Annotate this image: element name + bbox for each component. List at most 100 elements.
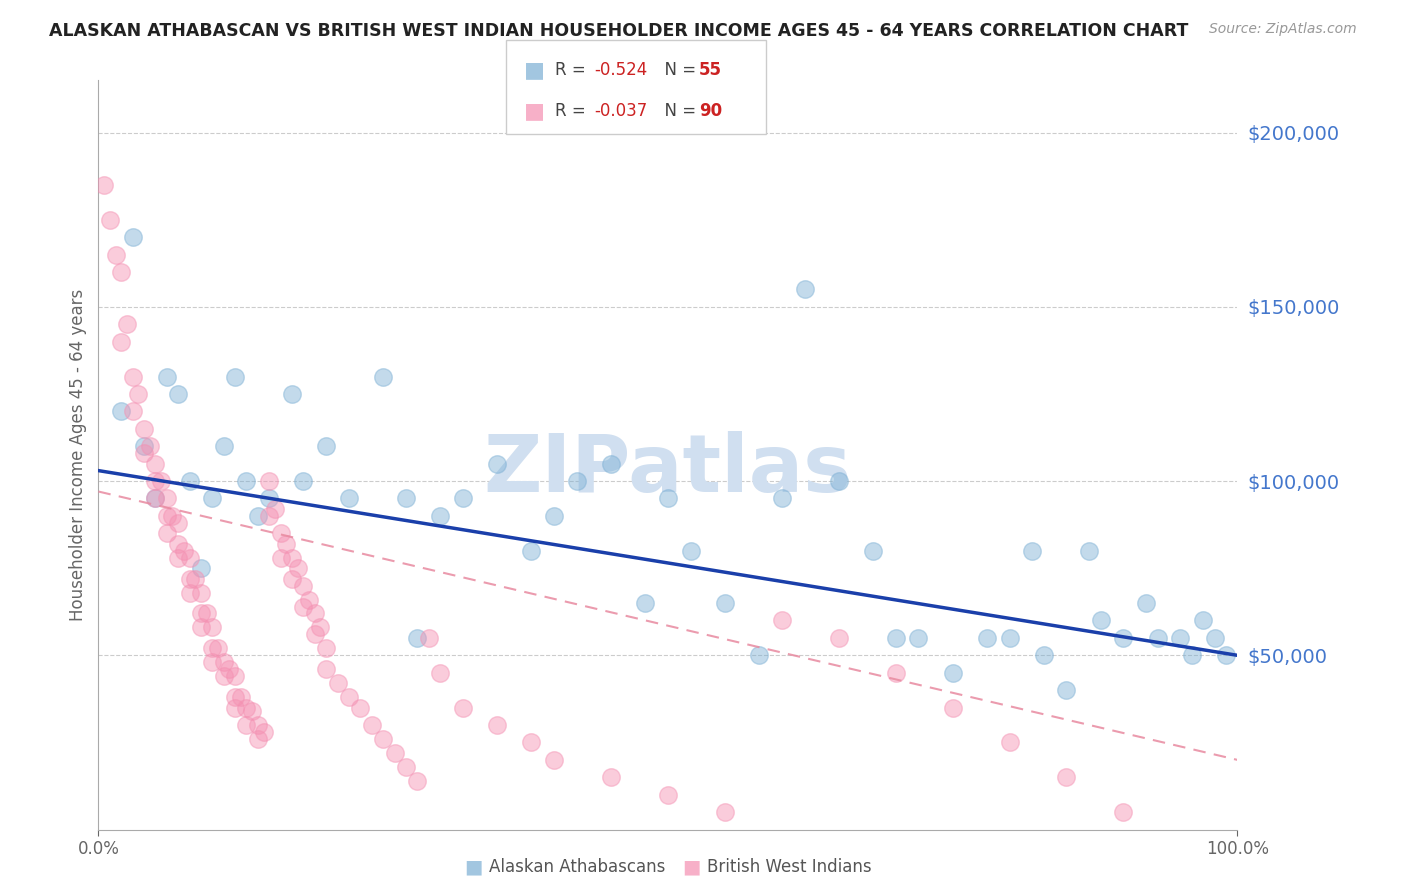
Point <box>1032 648 1054 663</box>
Text: British West Indians: British West Indians <box>707 858 872 876</box>
Point <box>179 474 201 488</box>
Point <box>942 665 965 680</box>
Point <box>240 704 263 718</box>
Point <box>167 387 190 401</box>
Point <box>156 369 179 384</box>
Point <box>110 334 132 349</box>
Point <box>600 770 623 784</box>
Point <box>371 369 394 384</box>
Point <box>1078 543 1101 558</box>
Text: ■: ■ <box>682 857 700 877</box>
Point <box>1112 631 1135 645</box>
Point <box>132 422 155 436</box>
Point <box>337 690 360 705</box>
Point <box>184 572 207 586</box>
Text: Alaskan Athabascans: Alaskan Athabascans <box>489 858 665 876</box>
Point <box>395 491 418 506</box>
Point <box>167 537 190 551</box>
Point <box>173 543 195 558</box>
Point <box>304 607 326 621</box>
Point <box>714 805 737 819</box>
Point <box>145 474 167 488</box>
Point <box>1146 631 1168 645</box>
Point <box>1204 631 1226 645</box>
Point <box>600 457 623 471</box>
Point <box>543 508 565 523</box>
Point <box>252 725 274 739</box>
Point <box>976 631 998 645</box>
Point <box>360 718 382 732</box>
Point <box>1135 596 1157 610</box>
Point <box>121 369 143 384</box>
Point <box>281 572 304 586</box>
Point <box>121 230 143 244</box>
Point <box>907 631 929 645</box>
Point <box>104 247 127 261</box>
Point <box>190 620 212 634</box>
Point <box>145 491 167 506</box>
Point <box>384 746 406 760</box>
Point <box>145 457 167 471</box>
Point <box>235 700 257 714</box>
Point <box>224 369 246 384</box>
Point <box>201 641 224 656</box>
Point <box>395 760 418 774</box>
Point <box>657 491 679 506</box>
Text: ■: ■ <box>524 60 546 80</box>
Point <box>828 631 851 645</box>
Point <box>406 631 429 645</box>
Point <box>520 543 543 558</box>
Point <box>259 491 281 506</box>
Point <box>207 641 229 656</box>
Point <box>793 282 815 296</box>
Point <box>270 550 292 565</box>
Point <box>115 317 138 331</box>
Point <box>884 631 907 645</box>
Point <box>224 700 246 714</box>
Point <box>309 620 332 634</box>
Point <box>179 585 201 599</box>
Point <box>679 543 702 558</box>
Point <box>212 439 235 453</box>
Point <box>201 620 224 634</box>
Point <box>565 474 588 488</box>
Text: R =: R = <box>555 61 592 79</box>
Point <box>1215 648 1237 663</box>
Point <box>1056 683 1078 698</box>
Point <box>259 508 281 523</box>
Point <box>190 585 212 599</box>
Text: Source: ZipAtlas.com: Source: ZipAtlas.com <box>1209 22 1357 37</box>
Text: 90: 90 <box>699 102 721 120</box>
Point <box>167 516 190 530</box>
Point <box>292 599 315 614</box>
Point <box>543 753 565 767</box>
Point <box>121 404 143 418</box>
Point <box>93 178 115 192</box>
Point <box>179 550 201 565</box>
Point <box>259 474 281 488</box>
Point <box>714 596 737 610</box>
Point <box>371 731 394 746</box>
Point <box>229 690 252 705</box>
Point <box>326 676 349 690</box>
Point <box>1021 543 1043 558</box>
Point <box>201 655 224 669</box>
Point <box>276 537 298 551</box>
Text: N =: N = <box>654 61 702 79</box>
Point <box>235 718 257 732</box>
Point <box>486 457 509 471</box>
Text: -0.524: -0.524 <box>595 61 648 79</box>
Text: 55: 55 <box>699 61 721 79</box>
Point <box>281 550 304 565</box>
Point <box>486 718 509 732</box>
Point <box>281 387 304 401</box>
Point <box>1090 614 1112 628</box>
Point <box>520 735 543 749</box>
Point <box>337 491 360 506</box>
Text: ■: ■ <box>464 857 482 877</box>
Point <box>110 404 132 418</box>
Point <box>770 614 793 628</box>
Point <box>315 641 337 656</box>
Point <box>127 387 149 401</box>
Point <box>235 474 257 488</box>
